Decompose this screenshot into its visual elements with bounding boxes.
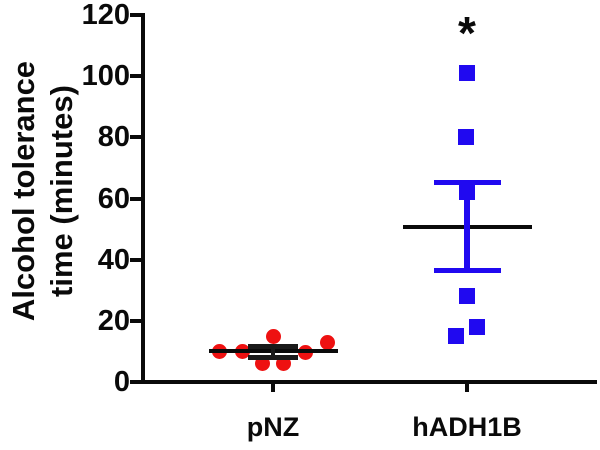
- x-axis-tick: [271, 384, 275, 392]
- y-tick-label: 60: [97, 182, 130, 215]
- data-point-hadh1b: [458, 129, 474, 146]
- y-tick-label: 100: [81, 60, 130, 93]
- significance-asterisk: *: [458, 7, 476, 59]
- y-axis-tick: [130, 135, 142, 140]
- y-axis-label-line1: Alcohol tolerance: [6, 60, 41, 322]
- y-axis-tick: [130, 257, 142, 262]
- y-axis-tick: [130, 13, 142, 17]
- y-tick-label: 120: [81, 0, 130, 31]
- y-axis-tick: [130, 318, 142, 323]
- y-tick-label: 80: [97, 121, 130, 154]
- error-bar-cap-high-hadh1b: [433, 180, 501, 186]
- y-tick-label: 0: [113, 366, 130, 398]
- error-bar-cap-low-pnz: [248, 354, 298, 360]
- y-tick-label: 20: [97, 304, 130, 337]
- data-point-pnz: [275, 356, 291, 372]
- error-bar-line-pnz: [271, 346, 275, 357]
- data-point-pnz: [254, 356, 270, 372]
- x-axis-line: [141, 380, 597, 384]
- y-tick-label: 40: [97, 243, 130, 276]
- data-point-hadh1b: [469, 318, 485, 335]
- x-category-label-hadh1b: hADH1B: [412, 412, 522, 442]
- y-axis-tick: [130, 74, 142, 79]
- data-point-hadh1b: [459, 65, 475, 82]
- data-point-pnz: [319, 334, 335, 350]
- y-axis-tick: [130, 380, 142, 384]
- y-axis-tick: [130, 196, 142, 201]
- data-point-hadh1b: [459, 288, 475, 305]
- y-axis-line: [141, 13, 145, 384]
- data-point-hadh1b: [448, 328, 464, 345]
- error-bar-cap-low-hadh1b: [433, 268, 501, 274]
- x-axis-tick: [465, 384, 469, 392]
- error-bar-cap-high-pnz: [248, 344, 298, 350]
- x-category-label-pnz: pNZ: [246, 412, 300, 442]
- data-point-pnz: [265, 328, 281, 344]
- error-bar-line-hadh1b: [464, 182, 470, 271]
